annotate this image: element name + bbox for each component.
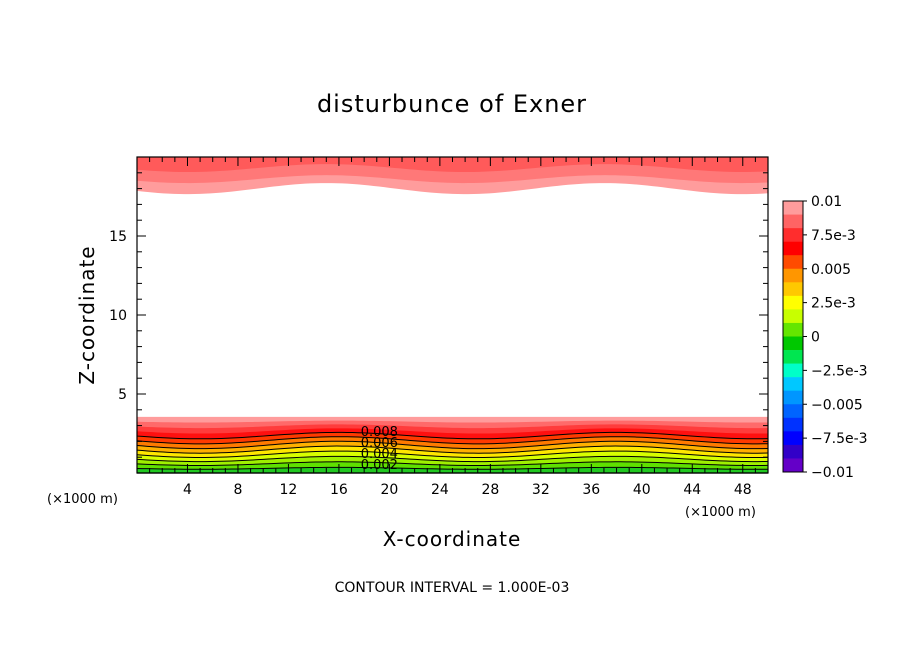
colorbar-label: 0.01: [811, 194, 842, 210]
x-unit-label: (×1000 m): [685, 505, 756, 520]
y-axis-label: Z-coordinate: [75, 245, 99, 384]
x-tick-label: 32: [532, 482, 550, 498]
y-tick-label: 5: [118, 387, 127, 403]
colorbar-label: 0.005: [811, 262, 851, 278]
contour-band: [137, 157, 768, 173]
x-tick-label: 24: [431, 482, 449, 498]
x-tick-label: 44: [683, 482, 701, 498]
colorbar: 0.01 7.5e-3 0.005 2.5e-3 0 −2.5e-3 −0.005 −7.5e…: [782, 194, 868, 481]
colorbar-swatch: [783, 431, 803, 446]
colorbar-swatch: [783, 309, 803, 324]
x-tick-label: 16: [330, 482, 348, 498]
contour-interval-note: CONTOUR INTERVAL = 1.000E-03: [335, 580, 570, 596]
contour-line: [136, 436, 769, 445]
colorbar-label: 7.5e-3: [811, 228, 856, 244]
x-tick-label: 12: [280, 482, 298, 498]
contour-label: 0.006: [361, 436, 398, 451]
x-tick-label: 8: [233, 482, 242, 498]
contour-line: [136, 445, 769, 454]
colorbar-label: 2.5e-3: [811, 296, 856, 312]
colorbar-swatch: [783, 322, 803, 337]
contour-label: 0.008: [361, 425, 398, 440]
contour-line: [136, 450, 769, 459]
colorbar-swatch: [783, 444, 803, 459]
y-axis: 5 10 15: [109, 172, 768, 458]
y-tick-label: 10: [109, 308, 127, 324]
colorbar-swatch: [783, 201, 803, 215]
chart-title: disturbunce of Exner: [317, 90, 587, 118]
colorbar-swatch: [783, 228, 803, 242]
plot-area: [136, 156, 769, 474]
colorbar-swatch: [783, 268, 803, 283]
colorbar-swatch: [783, 363, 803, 378]
y-unit-label: (×1000 m): [47, 492, 118, 507]
colorbar-swatch: [783, 458, 803, 473]
x-tick-label: 36: [582, 482, 600, 498]
colorbar-label: −2.5e-3: [811, 363, 868, 379]
colorbar-swatch: [783, 350, 803, 364]
colorbar-swatch: [783, 295, 803, 310]
colorbar-swatch: [783, 336, 803, 351]
colorbar-swatch: [783, 214, 803, 229]
contour-line: [136, 455, 769, 463]
colorbar-swatch: [783, 377, 803, 391]
x-tick-label: 40: [633, 482, 651, 498]
colorbar-swatch: [783, 417, 803, 432]
contour-line: [136, 440, 769, 450]
colorbar-label: −0.01: [811, 465, 854, 481]
contour-label: 0.002: [361, 458, 398, 473]
colorbar-label: −7.5e-3: [811, 431, 868, 447]
x-axis: 4 8 12 16 20 24 28 32 36 40 44 48: [137, 157, 768, 498]
x-tick-label: 28: [481, 482, 499, 498]
colorbar-swatch: [783, 390, 803, 405]
y-tick-label: 15: [109, 229, 127, 245]
colorbar-swatch: [783, 282, 803, 297]
colorbar-label: 0: [811, 330, 820, 346]
upper-contour-bands: [137, 157, 768, 195]
contour-label: 0.004: [361, 447, 398, 462]
x-tick-label: 4: [183, 482, 192, 498]
contour-line: [136, 431, 769, 440]
x-axis-label: X-coordinate: [383, 527, 522, 551]
contour-line: [136, 461, 769, 467]
colorbar-swatch: [783, 255, 803, 270]
x-tick-label: 20: [380, 482, 398, 498]
colorbar-label: −0.005: [811, 397, 863, 413]
colorbar-swatch: [783, 241, 803, 256]
x-tick-label: 48: [734, 482, 752, 498]
colorbar-swatch: [783, 404, 803, 419]
